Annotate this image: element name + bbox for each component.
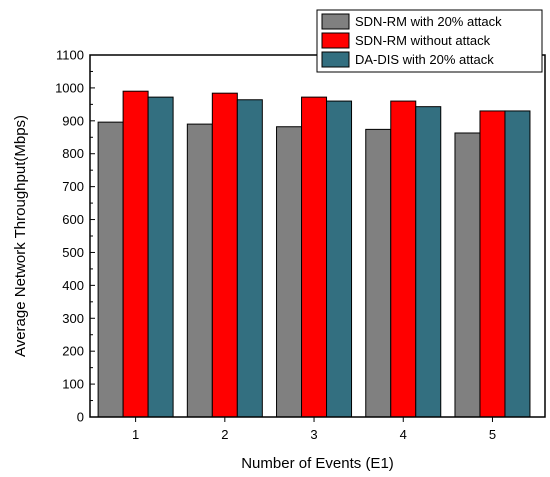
y-tick-label: 0	[77, 410, 84, 425]
bar	[147, 96, 174, 418]
bar	[504, 110, 531, 418]
legend-entry-sdn-rm-no-attack: SDN-RM without attack	[321, 32, 491, 49]
bar	[122, 90, 149, 418]
y-tick-label: 700	[62, 179, 84, 194]
y-tick-label: 800	[62, 146, 84, 161]
bar	[276, 126, 303, 418]
bar	[97, 121, 124, 418]
y-axis-ticks: 0 100 200 300 400 500 600 700 800 900 1000 1100	[55, 48, 95, 425]
y-tick-label: 200	[62, 344, 84, 359]
x-tick-label: 1	[132, 427, 139, 442]
x-axis-title: Number of Events (E1)	[241, 455, 394, 472]
y-axis-title: Average Network Throughput(Mbps)	[12, 115, 29, 357]
bar	[454, 132, 481, 418]
legend-entry-sdn-rm-20-attack: SDN-RM with 20% attack	[321, 13, 502, 30]
legend-label-sdn-rm-no-attack: SDN-RM without attack	[355, 33, 491, 48]
y-tick-label: 100	[62, 377, 84, 392]
legend: SDN-RM with 20% attack SDN-RM without at…	[316, 9, 543, 73]
legend-box	[316, 9, 543, 73]
y-tick-label: 1000	[55, 80, 84, 95]
y-tick-label: 500	[62, 245, 84, 260]
legend-swatch-sdn-rm-no-attack	[321, 32, 350, 49]
bar	[479, 110, 506, 418]
bar	[415, 106, 442, 418]
x-tick-label: 4	[400, 427, 407, 442]
bar	[326, 100, 353, 418]
bars-group	[97, 90, 531, 418]
legend-entry-da-dis-20-attack: DA-DIS with 20% attack	[321, 51, 494, 68]
bar	[365, 128, 392, 418]
legend-swatch-da-dis-20-attack	[321, 51, 350, 68]
legend-label-sdn-rm-20-attack: SDN-RM with 20% attack	[355, 14, 502, 29]
bar	[211, 92, 238, 418]
x-axis-ticks: 1 2 3 4 5	[132, 417, 496, 442]
y-tick-label: 600	[62, 212, 84, 227]
y-tick-label: 1100	[56, 48, 84, 63]
legend-swatch-sdn-rm-20-attack	[321, 13, 350, 30]
y-tick-label: 400	[62, 278, 84, 293]
x-tick-label: 5	[489, 427, 496, 442]
bar	[236, 99, 263, 418]
y-tick-label: 900	[62, 113, 84, 128]
bar	[186, 123, 213, 418]
x-tick-label: 2	[221, 427, 228, 442]
bar	[301, 96, 328, 418]
legend-label-da-dis-20-attack: DA-DIS with 20% attack	[355, 52, 494, 67]
y-tick-label: 300	[62, 311, 84, 326]
bar	[390, 100, 417, 418]
x-tick-label: 3	[310, 427, 317, 442]
